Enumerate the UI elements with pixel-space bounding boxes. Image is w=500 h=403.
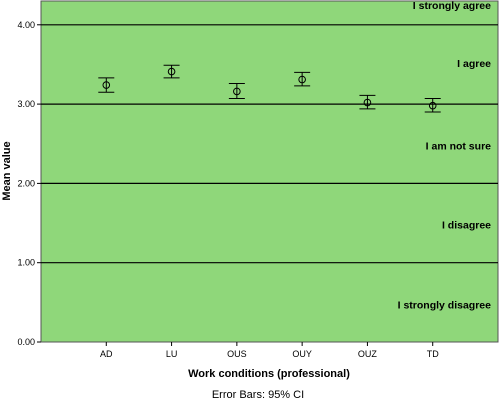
mean-point [363,98,372,107]
error-bar-ouz [359,94,376,110]
y-tick-label: 4.00 [17,20,35,30]
x-axis-title: Work conditions (professional) [188,368,350,380]
plot-area [40,0,499,343]
band-labels: I strongly agree I agree I am not sure I di… [398,0,492,312]
mean-point [233,87,241,96]
band-label: I am not sure [426,140,492,152]
error-bar-ad [98,77,115,93]
error-bars [98,64,441,113]
error-bar-td [424,98,441,113]
x-tick-label: OUS [227,349,247,359]
y-tick-label: 1.00 [17,258,35,268]
x-tick-label: LU [166,349,178,359]
x-tick-label: AD [100,349,113,359]
band-label: I strongly disagree [398,300,492,312]
y-tick-label: 2.00 [17,178,35,188]
band-label: I disagree [442,220,491,232]
y-axis-ticks: 0.00 1.00 2.00 3.00 4.00 [17,20,41,347]
x-tick-label: TD [427,349,439,359]
error-bar-ous [228,82,245,100]
mean-point [298,75,306,84]
y-tick-label: 3.00 [17,99,35,109]
band-label: I agree [457,58,491,70]
reference-lines [41,24,498,264]
mean-point [167,67,176,76]
x-tick-label: OUY [292,349,312,359]
x-axis-ticks: AD LU OUS OUY OUZ TD [100,342,439,359]
footnote: Error Bars: 95% CI [212,389,304,401]
x-tick-label: OUZ [358,349,378,359]
mean-point [428,101,437,110]
band-label: I strongly agree [413,0,491,12]
error-bar-lu [163,64,180,79]
y-axis-title: Mean value [1,141,13,200]
error-bar-ouy [294,71,311,87]
mean-point [102,81,111,89]
y-tick-label: 0.00 [17,337,35,347]
